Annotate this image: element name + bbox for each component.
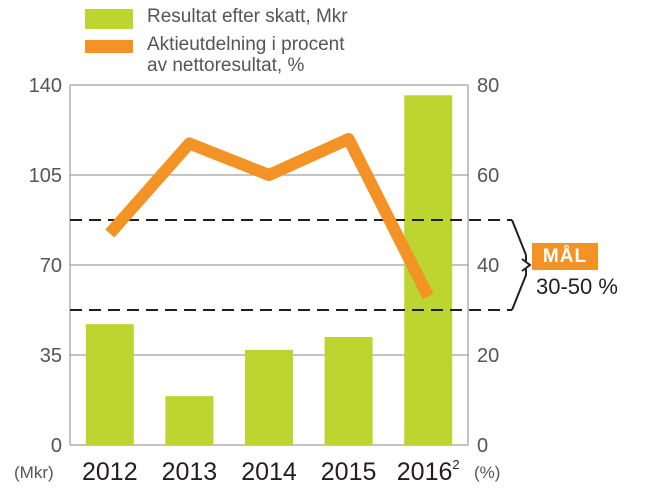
left-axis-tick-label: 70 <box>40 255 62 277</box>
category-label: 2012 <box>82 458 138 486</box>
legend-label-dividend: Aktieutdelning i procent av nettoresulta… <box>147 34 345 76</box>
goal-bracket-tip <box>521 258 532 272</box>
legend-label-result: Resultat efter skatt, Mkr <box>147 6 348 27</box>
legend-swatch-bar <box>85 9 133 29</box>
category-label: 2015 <box>321 458 377 486</box>
right-axis-tick-label: 0 <box>477 435 488 457</box>
line-series-dividend <box>105 133 434 300</box>
goal-bracket-lower <box>511 269 527 311</box>
legend: Resultat efter skatt, Mkr Aktieutdelning… <box>85 6 348 76</box>
bar <box>165 396 214 445</box>
goal-bracket-upper <box>511 219 527 261</box>
right-axis-tick-label: 80 <box>477 75 499 97</box>
goal-badge: MÅL <box>532 243 598 270</box>
category-label: 20162 <box>397 457 460 486</box>
left-axis-tick-label: 140 <box>29 75 62 97</box>
left-axis-unit: (Mkr) <box>14 463 54 482</box>
left-axis-tick-label: 35 <box>40 345 62 367</box>
bar <box>324 337 373 445</box>
left-axis-tick-label: 105 <box>29 165 62 187</box>
bar <box>85 324 134 445</box>
right-axis-tick-label: 40 <box>477 255 499 277</box>
category-label: 2014 <box>241 458 297 486</box>
goal-range-text: 30-50 % <box>536 274 618 299</box>
legend-label-dividend-line1: Aktieutdelning i procent <box>147 34 345 55</box>
legend-swatch-line <box>85 40 133 53</box>
category-label: 2013 <box>162 458 218 486</box>
legend-item-dividend: Aktieutdelning i procent av nettoresulta… <box>85 34 348 76</box>
right-axis-unit: (%) <box>474 463 501 482</box>
right-axis-tick-label: 20 <box>477 345 499 367</box>
legend-item-result: Resultat efter skatt, Mkr <box>85 6 348 34</box>
right-axis-tick-label: 60 <box>477 165 499 187</box>
legend-label-dividend-line2: av nettoresultat, % <box>147 55 305 76</box>
bar <box>245 349 293 445</box>
left-axis-tick-label: 0 <box>51 435 62 457</box>
category-footnote-marker: 2 <box>452 457 459 472</box>
